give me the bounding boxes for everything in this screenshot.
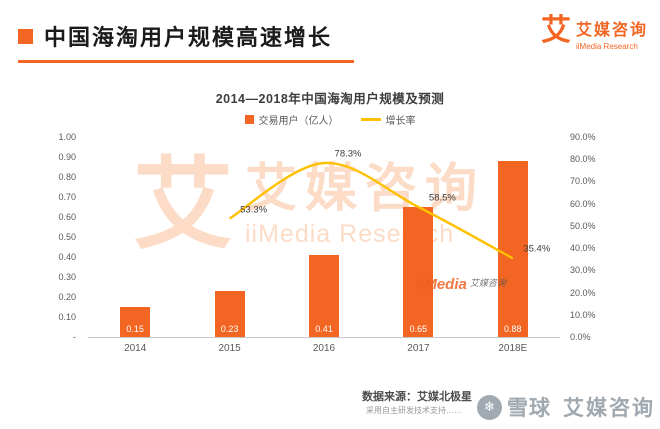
growth-rate-line [228,161,514,260]
legend-line-label: 增长率 [385,116,416,127]
watermark-bottom-cn: 艾媒咨询 [563,397,655,420]
growth-rate-label: 53.3% [240,204,268,216]
watermark-small-cn: 艾媒咨询 [469,278,506,288]
x-axis-labels: 2014 2015 2016 2017 2018E [0,343,660,357]
left-axis-tick: 0.70 [58,192,76,202]
legend-item-line: 增长率 [360,112,416,127]
bar-2017: 0.65 [403,207,434,337]
chart-legend: 交易用户（亿人） 增长率 [0,112,660,127]
growth-rate-label: 78.3% [334,148,362,160]
right-axis-tick: 60.0% [570,198,596,209]
watermark-bottom: ❄ 雪球 艾媒咨询 [477,392,655,422]
iimedia-logo: 艾 艾媒咨询 iiMedia Research [540,14,648,52]
right-axis-tick: 30.0% [570,265,596,276]
bar-value-label: 0.23 [220,324,239,334]
watermark-bottom-brand: 雪球 [507,397,551,420]
bar-value-label: 0.15 [126,324,144,334]
logo-text: 艾媒咨询 iiMedia Research [576,16,648,51]
data-source-text: 数据来源：艾媒北极星 [362,391,472,403]
left-axis-ticks: 1.00 0.90 0.80 0.70 0.60 0.50 0.40 0.30 0.20 0.10… [0,132,82,342]
left-axis-tick: 0.60 [58,212,76,222]
left-axis-tick: 0.40 [58,252,76,262]
left-axis-tick: 0.30 [58,272,76,282]
logo-brand-en: iiMedia Research [575,42,638,51]
right-axis-tick: 40.0% [570,243,596,254]
legend-bar-label: 交易用户（亿人） [258,116,339,127]
right-axis-tick: 80.0% [570,154,596,165]
iimedia-logo-icon: 艾 [540,14,571,47]
bar-value-label: 0.41 [315,324,333,334]
left-axis-tick: 0.50 [58,232,76,242]
legend-bar-swatch [244,115,254,124]
right-axis-ticks: 90.0% 80.0% 70.0% 60.0% 50.0% 40.0% 30.0% 20.0%… [566,132,636,342]
x-axis-label: 2018E [498,343,528,354]
left-axis-tick: 1.00 [58,132,76,142]
watermark-small-en: iiMedia [416,276,467,293]
chart-title: 2014—2018年中国海淘用户规模及预测 [215,92,445,106]
x-axis-label: 2014 [124,343,147,354]
x-axis-label: 2017 [407,343,430,354]
title-underline [18,60,354,63]
bar-2018E: 0.88 [497,161,528,337]
bar-2015: 0.23 [214,291,245,337]
bar-2014: 0.15 [120,307,151,337]
bar-value-label: 0.88 [504,324,522,334]
left-axis-tick: - [73,332,76,342]
right-axis-tick: 70.0% [570,176,596,187]
right-axis-tick: 0.0% [570,332,591,342]
x-axis-label: 2016 [312,343,336,354]
left-axis-tick: 0.10 [58,312,76,322]
left-axis-tick: 0.20 [58,292,76,302]
plot-area: 0.15 0.23 0.41 0.65 0.88 53.3% 78.3% 58.5% 35.4% [88,137,560,338]
right-axis-tick: 20.0% [570,287,596,298]
title-bullet [18,29,33,44]
page-title: 中国海淘用户规模高速增长 [44,25,333,50]
left-axis-tick: 0.80 [58,172,76,182]
growth-rate-label: 35.4% [523,243,551,255]
growth-rate-label: 58.5% [428,192,456,204]
growth-line-svg [228,161,514,260]
x-axis-label: 2015 [218,343,241,354]
right-axis-tick: 10.0% [570,309,596,320]
snowball-icon: ❄ [477,394,502,420]
right-axis-tick: 90.0% [570,132,596,142]
legend-line-swatch [360,118,381,121]
bar-2016: 0.41 [309,255,339,337]
right-axis-tick: 50.0% [570,220,596,231]
left-axis-tick: 0.90 [58,152,76,162]
logo-brand-cn: 艾媒咨询 [575,22,648,39]
data-source-note: 采用自主研发技术支持…… [366,406,462,415]
watermark-small: iiMedia 艾媒咨询 [416,276,506,294]
legend-item-bars: 交易用户（亿人） [244,112,339,127]
bar-value-label: 0.65 [409,324,428,334]
